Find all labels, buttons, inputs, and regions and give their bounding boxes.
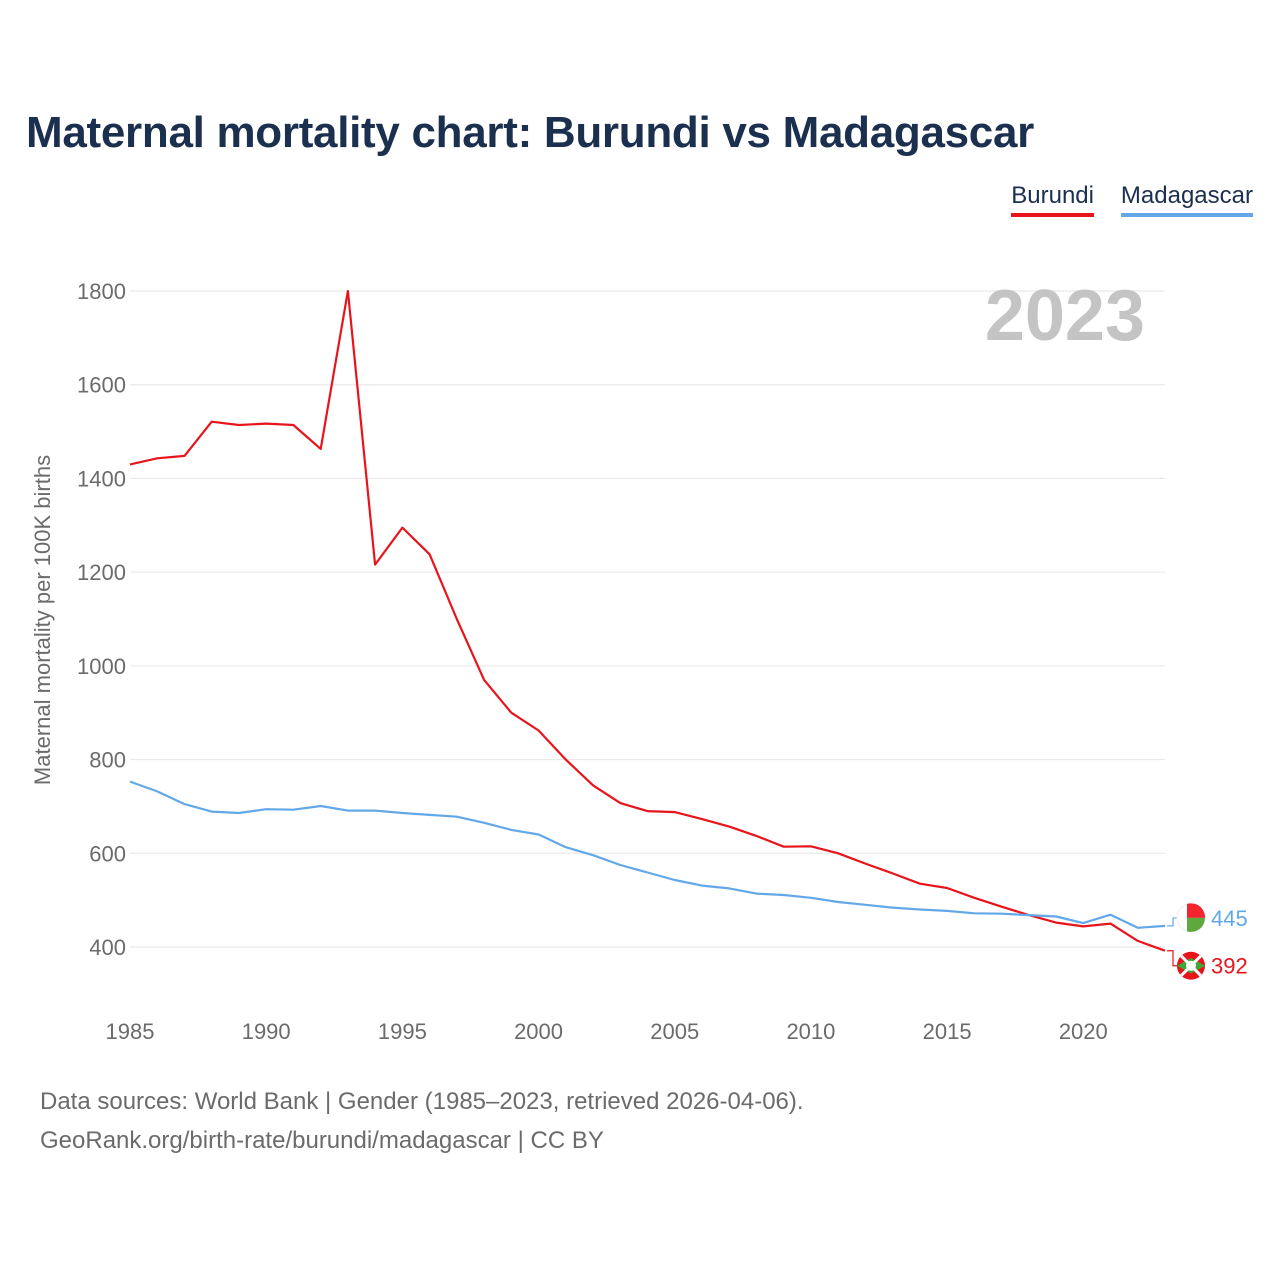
end-connector: [1167, 950, 1179, 967]
y-tick-label: 400: [89, 935, 126, 960]
x-tick-label: 1990: [242, 1019, 291, 1044]
series-lines: [129, 289, 1166, 952]
legend-item-madagascar[interactable]: Madagascar: [1120, 182, 1253, 217]
end-markers: 392 445: [1167, 903, 1248, 980]
x-tick-label: 2010: [786, 1019, 835, 1044]
legend-item-burundi[interactable]: Burundi: [1011, 182, 1094, 217]
y-tick-label: 600: [89, 841, 126, 866]
madagascar-flag-icon: [1176, 903, 1206, 933]
x-tick-label: 2020: [1059, 1019, 1108, 1044]
y-tick-label: 1800: [77, 279, 126, 304]
y-tick-label: 1000: [77, 654, 126, 679]
y-tick-label: 800: [89, 748, 126, 773]
series-line-madagascar: [129, 780, 1166, 929]
x-tick-label: 1985: [106, 1019, 155, 1044]
end-value-label-burundi: 392: [1211, 954, 1248, 979]
y-axis-ticks: 400 600 800 1000 1200 1400 1600 1800: [77, 279, 126, 960]
year-watermark: 2023: [985, 276, 1145, 356]
x-tick-label: 2000: [514, 1019, 563, 1044]
source-link[interactable]: GeoRank.org/birth-rate/burundi/madagasca…: [40, 1127, 604, 1154]
y-tick-label: 1400: [77, 466, 126, 491]
end-connector: [1167, 917, 1179, 927]
burundi-flag-icon: [1177, 951, 1205, 980]
chart-title: Maternal mortality chart: Burundi vs Mad…: [26, 108, 1034, 157]
series-line-burundi: [129, 289, 1166, 952]
x-tick-label: 2005: [650, 1019, 699, 1044]
end-value-label-madagascar: 445: [1211, 906, 1248, 931]
y-tick-label: 1200: [77, 560, 126, 585]
x-tick-label: 1995: [378, 1019, 427, 1044]
source-note: Data sources: World Bank | Gender (1985–…: [40, 1088, 804, 1115]
grid-lines: [130, 290, 1165, 948]
y-tick-label: 1600: [77, 373, 126, 398]
x-axis-ticks: 1985 1990 1995 2000 2005 2010 2015 2020: [106, 1019, 1108, 1044]
x-tick-label: 2015: [923, 1019, 972, 1044]
y-axis-label: Maternal mortality per 100K births: [30, 455, 55, 785]
